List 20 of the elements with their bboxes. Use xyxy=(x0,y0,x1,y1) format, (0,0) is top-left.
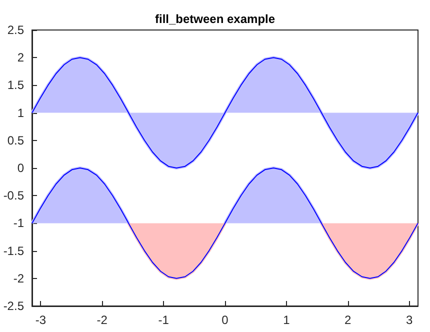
y-tick-label: 2 xyxy=(17,50,24,65)
y-tick-label: -1 xyxy=(13,216,24,230)
x-tick-label: 0 xyxy=(222,313,229,327)
y-tick-label: -0.5 xyxy=(3,188,24,203)
y-tick-label: -2 xyxy=(13,271,24,286)
y-tick-label: -2.5 xyxy=(3,299,24,313)
chart-title: fill_between example xyxy=(154,12,276,26)
y-tick-label: 2.5 xyxy=(7,23,24,37)
y-tick-label: -1.5 xyxy=(3,244,24,258)
y-tick-label: 1 xyxy=(17,106,24,120)
x-tick-label: 1 xyxy=(283,313,290,327)
line-series xyxy=(32,168,418,279)
y-tick-label: 0 xyxy=(17,161,24,175)
x-tick-label: -1 xyxy=(158,313,170,327)
x-tick-label: -3 xyxy=(35,313,46,327)
x-tick-label: 2 xyxy=(344,313,352,327)
x-tick-label: 3 xyxy=(406,313,413,327)
y-tick-label: 0.5 xyxy=(7,133,24,148)
y-tick-label: 1.5 xyxy=(7,78,24,92)
x-tick-label: -2 xyxy=(96,313,108,327)
